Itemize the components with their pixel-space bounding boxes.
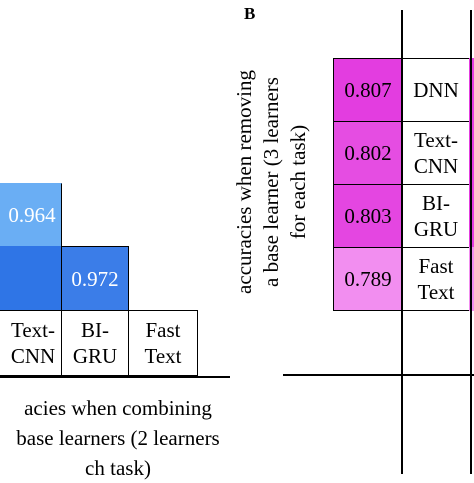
heatmap-cell — [0, 246, 62, 311]
cell-value: 0.803 — [344, 204, 392, 228]
row-label-bigru: BI- GRU — [402, 184, 470, 248]
cell-value: 0.802 — [344, 141, 392, 165]
grid-line-vertical — [401, 10, 403, 474]
row-label-text: DNN — [413, 78, 459, 102]
heatmap-cell: 0.964 — [0, 183, 62, 247]
heatmap-cell: 0.807 — [333, 58, 403, 122]
row-label-dnn: DNN — [402, 58, 470, 122]
column-label-text: Fast Text — [144, 318, 182, 368]
row-label-text: Fast Text — [417, 254, 455, 304]
panel-a-caption: acies when combining base learners (2 le… — [16, 396, 220, 480]
heatmap-cell: 0.789 — [333, 247, 403, 311]
column-label-bigru: BI- GRU — [61, 310, 129, 376]
axis-line — [0, 376, 230, 378]
row-label-text: BI- GRU — [413, 191, 459, 241]
cell-value: 0.807 — [344, 78, 392, 102]
row-label-textcnn: Text- CNN — [402, 121, 470, 185]
column-label-textcnn: Text- CNN — [0, 310, 62, 376]
row-label-fasttext: Fast Text — [402, 247, 470, 311]
column-label-text: BI- GRU — [72, 318, 118, 368]
row-label-text: Text- CNN — [413, 128, 459, 178]
grid-line-vertical — [470, 10, 472, 474]
grid-line-horizontal — [283, 374, 474, 376]
panel-b-letter: B — [244, 4, 256, 23]
heatmap-cell: 0.972 — [61, 246, 129, 311]
column-label-text: Text- CNN — [10, 318, 56, 368]
heatmap-cell: 0.803 — [333, 184, 403, 248]
heatmap-cell: 0.802 — [333, 121, 403, 185]
cell-value: 0.972 — [71, 266, 119, 291]
cell-value: 0.789 — [344, 267, 392, 291]
panel-b-ylabel: accuracies when removing a base learner … — [232, 70, 310, 294]
cell-value: 0.964 — [8, 203, 56, 227]
column-label-fasttext: Fast Text — [128, 310, 198, 376]
